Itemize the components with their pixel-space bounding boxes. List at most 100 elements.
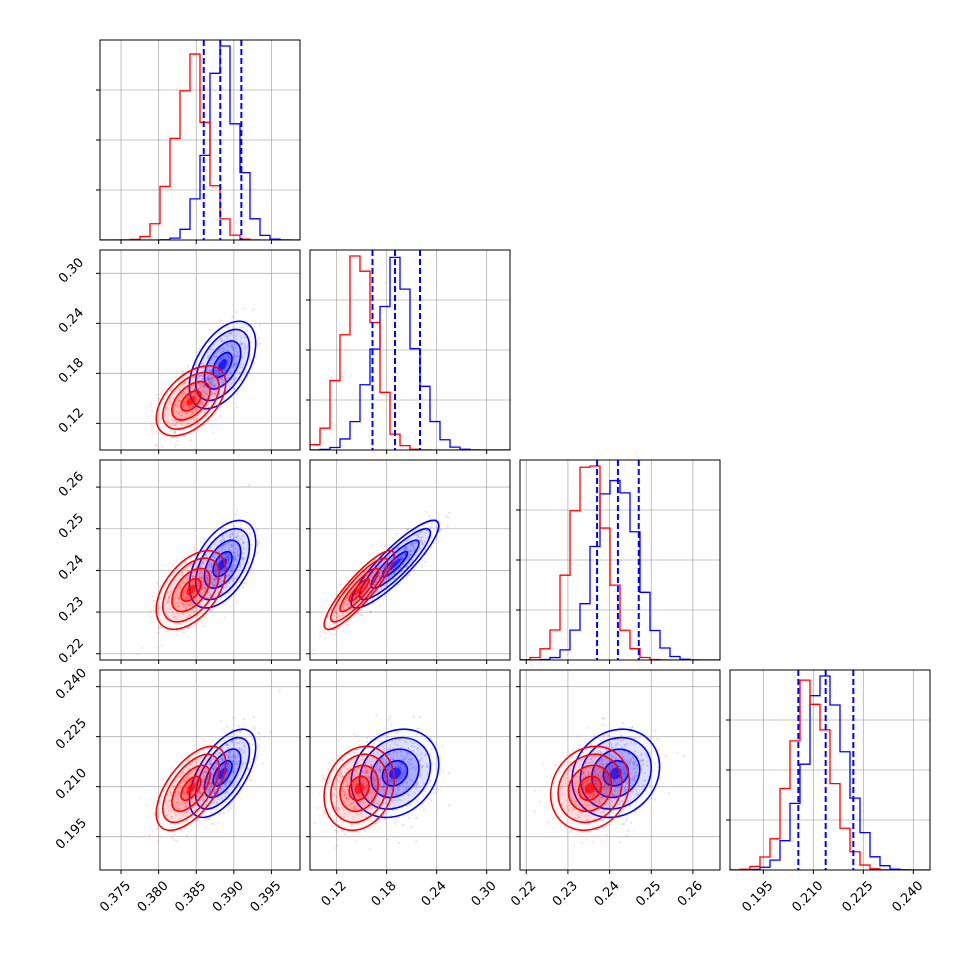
scatter-point: [641, 758, 644, 761]
scatter-point: [243, 342, 246, 345]
scatter-point: [348, 604, 351, 607]
scatter-point: [345, 798, 348, 801]
scatter-point: [237, 755, 240, 758]
scatter-point: [226, 766, 230, 769]
scatter-point: [140, 796, 143, 799]
scatter-point: [257, 551, 260, 554]
scatter-point: [374, 821, 377, 825]
scatter-point: [391, 798, 394, 802]
scatter-point: [228, 342, 231, 345]
scatter-point: [375, 766, 378, 769]
scatter-point: [209, 781, 212, 784]
scatter-point: [160, 592, 163, 595]
scatter-point: [333, 785, 336, 788]
scatter-point: [241, 741, 244, 744]
scatter-point: [227, 558, 230, 561]
scatter-point: [346, 783, 349, 786]
scatter-point: [228, 751, 231, 754]
scatter-point: [193, 547, 196, 550]
scatter-point: [224, 543, 227, 546]
scatter-point: [235, 533, 239, 536]
scatter-point: [602, 810, 605, 813]
scatter-point: [585, 778, 588, 781]
scatter-point: [353, 783, 356, 786]
scatter-point: [212, 578, 216, 581]
scatter-point: [183, 762, 186, 765]
scatter-point: [581, 771, 584, 774]
scatter-point: [601, 784, 605, 788]
scatter-point: [168, 791, 172, 794]
scatter-point: [624, 820, 627, 823]
scatter-point: [622, 822, 625, 825]
scatter-point: [177, 389, 180, 392]
scatter-point: [375, 714, 378, 717]
scatter-point: [581, 782, 585, 785]
scatter-point: [388, 765, 391, 768]
scatter-point: [388, 747, 391, 750]
scatter-point: [609, 753, 612, 757]
scatter-point: [169, 403, 172, 406]
scatter-point: [642, 762, 645, 766]
scatter-point: [564, 776, 567, 779]
scatter-point: [639, 759, 642, 762]
scatter-point: [207, 379, 210, 382]
scatter-point: [601, 763, 604, 766]
scatter-point: [181, 822, 184, 825]
scatter-point: [209, 570, 212, 573]
scatter-point: [242, 557, 245, 560]
scatter-point: [203, 744, 206, 747]
scatter-point: [221, 347, 224, 350]
scatter-point: [198, 597, 201, 600]
scatter-point: [240, 556, 243, 559]
scatter-point: [400, 762, 403, 765]
scatter-point: [387, 718, 390, 721]
scatter-point: [184, 411, 187, 415]
scatter-point: [181, 595, 184, 598]
scatter-point: [386, 838, 389, 841]
scatter-point: [409, 779, 412, 782]
scatter-point: [420, 565, 424, 568]
scatter-point: [173, 811, 176, 814]
scatter-point: [219, 752, 222, 755]
scatter-point: [417, 727, 420, 730]
scatter-point: [206, 565, 209, 569]
panel-1-0: 0.120.180.240.30: [56, 249, 301, 454]
scatter-point: [235, 536, 238, 539]
scatter-point: [396, 791, 399, 794]
scatter-point: [181, 391, 184, 394]
scatter-point: [346, 781, 349, 784]
x-tick-label: 0.380: [135, 878, 172, 915]
scatter-point: [619, 726, 622, 729]
scatter-point: [560, 784, 563, 787]
scatter-point: [242, 542, 245, 545]
scatter-point: [203, 583, 206, 586]
scatter-point: [240, 326, 243, 329]
scatter-point: [330, 824, 333, 827]
scatter-point: [229, 590, 232, 593]
panel-content: [310, 250, 510, 450]
contour-core: [186, 396, 196, 406]
scatter-point: [345, 797, 348, 800]
scatter-point: [354, 779, 357, 782]
scatter-point: [230, 370, 233, 373]
scatter-point: [439, 528, 442, 531]
scatter-point: [345, 596, 349, 599]
scatter-point: [227, 793, 230, 796]
scatter-point: [448, 772, 451, 775]
scatter-point: [209, 562, 212, 565]
scatter-point: [407, 793, 410, 796]
scatter-point: [377, 761, 380, 764]
scatter-point: [225, 791, 228, 794]
scatter-point: [582, 771, 585, 774]
scatter-point: [350, 803, 353, 806]
scatter-point: [355, 779, 358, 783]
scatter-point: [358, 812, 362, 815]
scatter-point: [213, 384, 216, 387]
scatter-point: [600, 770, 603, 773]
scatter-point: [235, 576, 238, 579]
contour-core: [354, 782, 364, 794]
scatter-point: [155, 431, 158, 434]
scatter-point: [214, 765, 217, 769]
scatter-point: [407, 547, 410, 550]
scatter-point: [180, 370, 183, 373]
